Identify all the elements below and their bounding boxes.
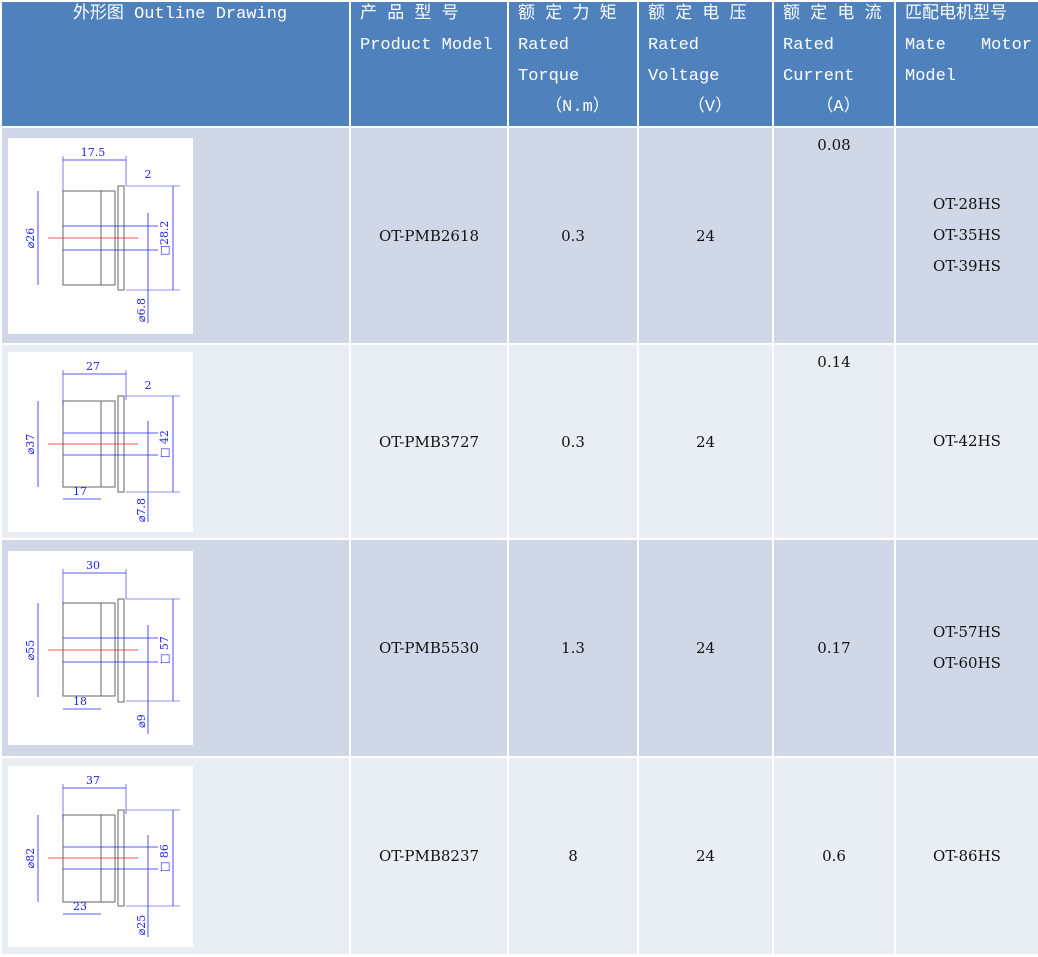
header-outline-label: 外形图 Outline Drawing [72,5,288,24]
dim-body-length: 17 [73,485,87,498]
header-voltage-en1: Rated [648,36,700,55]
dim-square: □ 42 [158,430,171,458]
outline-drawing: 37 ⌀82 □ 86 ⌀25 23 [8,765,193,947]
dim-length: 37 [86,774,100,787]
dim-shaft: ⌀9 [135,714,148,728]
mate-model: OT-42HS [933,432,1001,450]
mate-cell: OT-28HS OT-35HS OT-39HS [894,126,1038,345]
header-mate-en1: Mate Motor [905,33,1038,64]
torque-cell: 8 [507,756,639,956]
voltage-cell: 24 [637,126,774,345]
header-mate-word1: Mate [905,36,946,55]
dim-square: □ 86 [158,844,171,872]
torque-cell: 0.3 [507,343,639,540]
table-row: 27 2 ⌀37 □ 42 ⌀7.8 17 OT-PMB3727 0.3 24 0.14 … [0,343,1038,540]
header-torque: 额 定 力 矩 Rated Torque （N.m） [507,0,639,128]
motor-body [62,814,102,902]
header-current-en2: Current [783,67,855,86]
header-row: 外形图 Outline Drawing 产 品 型 号 Product Mode… [0,0,1038,128]
dim-square: □28.2 [158,220,171,255]
header-voltage: 额 定 电 压 Rated Voltage （V） [637,0,774,128]
voltage-cell: 24 [637,538,774,758]
outline-drawing: 30 ⌀55 □ 57 ⌀9 18 [8,551,193,745]
header-model: 产 品 型 号 Product Model [349,0,509,128]
dim-diameter: ⌀37 [24,433,37,454]
header-outline: 外形图 Outline Drawing [0,0,351,128]
mate-cell: OT-42HS [894,343,1038,540]
dim-diameter: ⌀82 [24,847,37,868]
dim-flange: 2 [145,379,152,392]
dim-square: □ 57 [158,636,171,664]
voltage-cell: 24 [637,756,774,956]
header-mate-word2: Motor [980,36,1032,55]
torque-cell: 0.3 [507,126,639,345]
dim-diameter: ⌀55 [24,640,37,661]
mate-model: OT-60HS [933,654,1001,672]
dim-body-length: 23 [73,900,87,913]
header-mate-en2: Model [905,67,957,86]
brake-body [100,602,116,697]
model-cell: OT-PMB2618 [349,126,509,345]
header-torque-en1: Rated [518,36,570,55]
dim-flange: 2 [145,168,152,181]
header-model-cn: 产 品 型 号 [360,5,459,24]
mate-model: OT-39HS [933,257,1001,275]
mate-model: OT-57HS [933,623,1001,641]
dim-diameter: ⌀26 [24,227,37,248]
flange [117,598,125,703]
header-current: 额 定 电 流 Rated Current （A） [772,0,896,128]
mate-cell: OT-57HS OT-60HS [894,538,1038,758]
dim-body-length: 18 [73,695,87,708]
header-torque-en2: Torque [518,67,580,86]
header-mate-cn: 匹配电机型号 [905,5,1007,24]
model-cell: OT-PMB8237 [349,756,509,956]
outline-cell: 30 ⌀55 □ 57 ⌀9 18 [0,538,351,758]
header-voltage-unit: （V） [687,98,733,117]
current-cell: 0.17 [772,538,896,758]
table-row: 30 ⌀55 □ 57 ⌀9 18 OT-PMB5530 1.3 24 0.17 OT-… [0,538,1038,758]
mate-model: OT-86HS [933,846,1001,865]
outline-cell: 37 ⌀82 □ 86 ⌀25 23 [0,756,351,956]
current-cell: 0.14 [772,343,896,540]
header-torque-cn: 额 定 力 矩 [518,5,617,24]
current-cell: 0.08 [772,126,896,345]
header-current-unit: （A） [816,98,861,117]
outline-cell: 27 2 ⌀37 □ 42 ⌀7.8 17 [0,343,351,540]
header-voltage-en2: Voltage [648,67,720,86]
torque-cell: 1.3 [507,538,639,758]
header-voltage-cn: 额 定 电 压 [648,5,747,24]
table-row: 17.5 2 ⌀26 □28.2 ⌀6.8 OT-PMB2618 0.3 24 0.08… [0,126,1038,345]
header-current-en1: Rated [783,36,835,55]
table-row: 37 ⌀82 □ 86 ⌀25 23 OT-PMB8237 8 24 0.6 OT-86… [0,756,1038,956]
motor-body [62,602,102,697]
header-mate: 匹配电机型号 Mate Motor Model [894,0,1038,128]
dim-length: 27 [86,360,100,373]
mate-model: OT-35HS [933,226,1001,244]
dim-length: 17.5 [81,146,106,159]
voltage-cell: 24 [637,343,774,540]
mate-cell: OT-86HS [894,756,1038,956]
dim-length: 30 [86,559,100,572]
dim-shaft: ⌀6.8 [135,297,148,321]
dim-shaft: ⌀25 [135,914,148,935]
model-cell: OT-PMB3727 [349,343,509,540]
brake-body [100,814,116,902]
outline-drawing: 27 2 ⌀37 □ 42 ⌀7.8 17 [8,351,193,532]
outline-drawing: 17.5 2 ⌀26 □28.2 ⌀6.8 [8,137,193,334]
current-cell: 0.6 [772,756,896,956]
mate-model: OT-28HS [933,195,1001,213]
header-current-cn: 额 定 电 流 [783,5,882,24]
dim-shaft: ⌀7.8 [135,497,148,521]
outline-cell: 17.5 2 ⌀26 □28.2 ⌀6.8 [0,126,351,345]
model-cell: OT-PMB5530 [349,538,509,758]
header-torque-unit: （N.m） [545,98,610,117]
header-model-en: Product Model [360,36,493,55]
